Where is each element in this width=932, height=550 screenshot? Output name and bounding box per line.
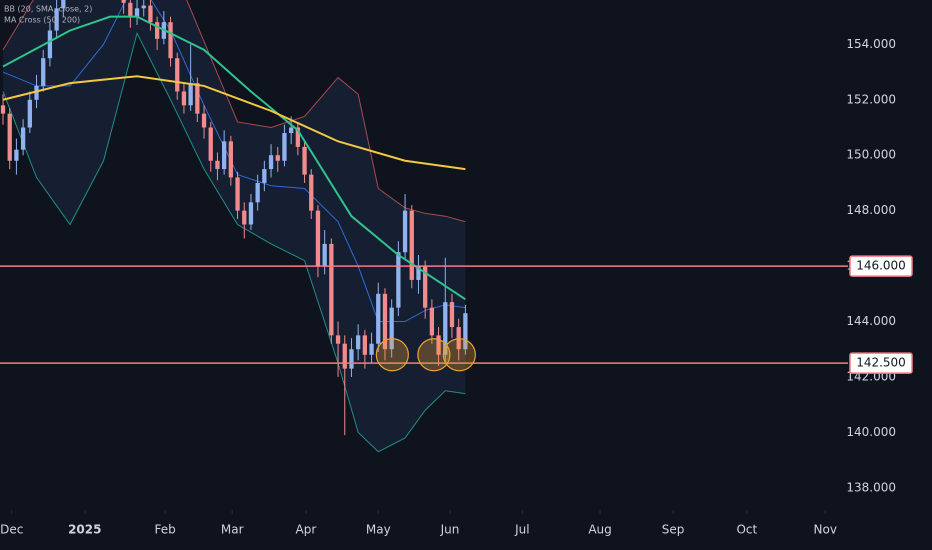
candle-body (302, 146, 307, 175)
candle-body (335, 335, 341, 344)
candle-body (255, 182, 260, 203)
candle-body (443, 302, 448, 355)
candle-body (20, 127, 26, 150)
candle-body (121, 0, 126, 3)
candle-body (242, 210, 247, 225)
candle-body (154, 22, 160, 39)
x-tick-label: 2025 (68, 523, 101, 537)
candle-body (148, 5, 153, 23)
y-tick-label: 140.000 (846, 425, 896, 439)
candle-body (402, 210, 408, 253)
level-label: 142.500 (856, 356, 906, 370)
x-tick-label: Oct (736, 523, 757, 537)
candle-body (41, 58, 46, 86)
band-basis (2, 0, 466, 323)
candle-body (7, 113, 12, 161)
candle-body (34, 85, 39, 100)
candle-body (423, 266, 428, 308)
candle-body (262, 169, 267, 183)
candle-body (449, 302, 455, 328)
candle-body (315, 210, 321, 267)
candle-body (128, 2, 133, 17)
candle-body (222, 141, 227, 170)
candle-body (322, 243, 327, 267)
y-tick-label: 138.000 (846, 480, 896, 494)
x-tick-label: Feb (155, 523, 176, 537)
candle-body (275, 155, 280, 161)
candle-body (54, 8, 59, 31)
candle-body (396, 252, 401, 308)
candle-body (141, 5, 146, 9)
y-tick-label: 144.000 (846, 314, 896, 328)
candle-body (416, 266, 421, 280)
candle-body (376, 293, 381, 344)
y-tick-label: 154.000 (846, 37, 896, 51)
candle-body (47, 30, 53, 59)
candle-body (201, 113, 207, 128)
candle-body (134, 8, 140, 17)
candle-body (208, 127, 213, 161)
candle-body (409, 210, 414, 280)
candle-body (382, 293, 388, 350)
plot-area (0, 0, 848, 453)
candle-body (329, 243, 334, 336)
candle-body (295, 127, 300, 147)
candle-body (188, 83, 193, 106)
x-tick-label: Mar (221, 523, 244, 537)
y-tick-label: 148.000 (846, 203, 896, 217)
x-tick-label: Jul (514, 523, 529, 537)
band-lower (2, 31, 466, 453)
candle-body (0, 105, 6, 114)
marker-circle (375, 338, 409, 372)
x-tick-label: Apr (296, 523, 317, 537)
x-tick-label: Dec (0, 523, 23, 537)
x-tick-label: Jun (440, 523, 460, 537)
candle-body (27, 99, 32, 128)
y-tick-label: 152.000 (846, 92, 896, 106)
candle-body (356, 335, 361, 350)
candle-body (362, 335, 368, 355)
axes: 138.000140.000142.000144.000146.000148.0… (0, 37, 913, 537)
y-tick-label: 150.000 (846, 148, 896, 162)
x-tick-label: Sep (662, 523, 685, 537)
candle-body (61, 0, 66, 9)
candle-body (436, 335, 441, 355)
moving-average (2, 75, 466, 171)
candle-body (14, 149, 19, 161)
candle-body (463, 313, 468, 350)
candle-body (175, 58, 180, 92)
x-tick-label: Aug (588, 523, 611, 537)
candle-body (429, 307, 435, 336)
marker-circle (417, 338, 451, 372)
level-label-box (849, 255, 913, 277)
candle-body (289, 127, 294, 134)
candle-body (309, 174, 314, 211)
candle-body (215, 160, 220, 170)
candle-body (195, 83, 200, 114)
candle-body (389, 307, 394, 350)
candle-body (168, 22, 173, 59)
candle-body (342, 343, 347, 369)
moving-average (2, 15, 466, 301)
candle-body (456, 327, 461, 350)
level-label-box (849, 352, 913, 374)
candle-body (369, 343, 374, 355)
legend-bb: BB (20, SMA, close, 2) (4, 5, 92, 14)
candle-body (181, 91, 187, 106)
x-tick-label: May (366, 523, 391, 537)
marker-circle (442, 338, 476, 372)
candle-body (248, 202, 254, 225)
band-fill (3, 0, 466, 452)
candle-body (268, 155, 274, 170)
legend-ma: MA Cross (50, 200) (4, 16, 80, 25)
candle-body (282, 133, 287, 161)
candle-body (228, 141, 233, 178)
level-label: 146.000 (856, 259, 906, 273)
candle-body (235, 177, 240, 211)
x-tick-label: Nov (814, 523, 837, 537)
candle-body (349, 349, 354, 369)
